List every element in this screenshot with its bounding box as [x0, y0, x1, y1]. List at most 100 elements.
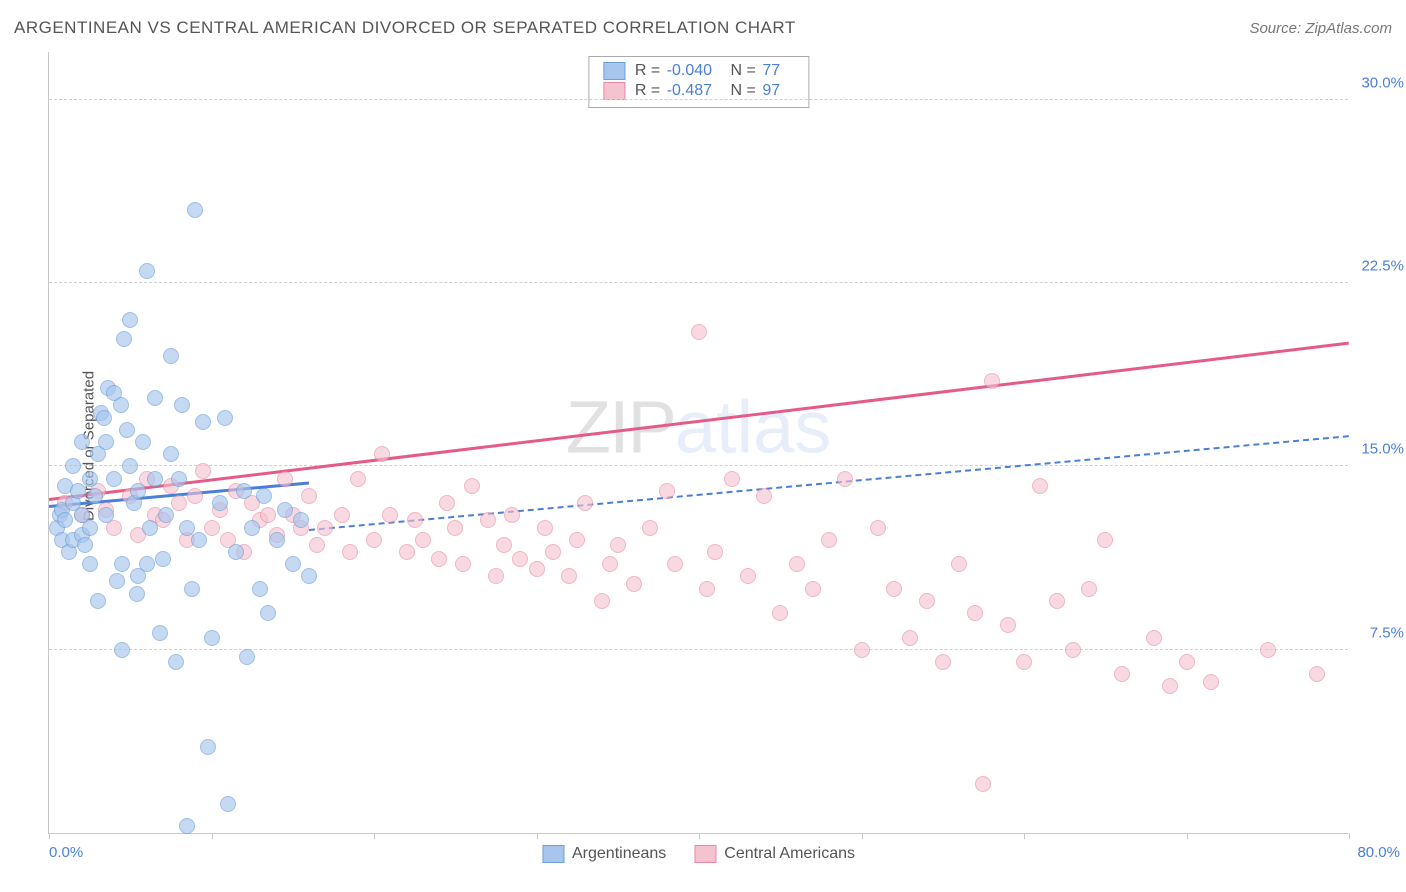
data-point: [114, 556, 130, 572]
data-point: [195, 463, 211, 479]
data-point: [1081, 581, 1097, 597]
data-point: [1146, 630, 1162, 646]
data-point: [139, 263, 155, 279]
data-point: [342, 544, 358, 560]
data-point: [116, 331, 132, 347]
chart-plot-area: ZIPatlas R = -0.040 N = 77 R = -0.487 N …: [48, 52, 1348, 834]
stats-r-label2: R =: [635, 82, 665, 99]
data-point: [236, 483, 252, 499]
data-point: [569, 532, 585, 548]
stats-box: R = -0.040 N = 77 R = -0.487 N = 97: [588, 56, 809, 108]
legend-label-arg: Argentineans: [572, 845, 666, 863]
x-tick: [212, 833, 213, 839]
data-point: [1162, 678, 1178, 694]
data-point: [147, 471, 163, 487]
data-point: [109, 573, 125, 589]
x-tick: [537, 833, 538, 839]
data-point: [464, 478, 480, 494]
grid-line: [49, 282, 1348, 283]
data-point: [772, 605, 788, 621]
data-point: [374, 446, 390, 462]
data-point: [171, 495, 187, 511]
data-point: [277, 502, 293, 518]
data-point: [217, 410, 233, 426]
data-point: [87, 488, 103, 504]
data-point: [1000, 617, 1016, 633]
data-point: [561, 568, 577, 584]
data-point: [220, 796, 236, 812]
trend-line: [49, 342, 1349, 501]
data-point: [122, 458, 138, 474]
data-point: [130, 483, 146, 499]
data-point: [90, 593, 106, 609]
data-point: [529, 561, 545, 577]
data-point: [789, 556, 805, 572]
grid-line: [49, 465, 1348, 466]
data-point: [902, 630, 918, 646]
grid-line: [49, 99, 1348, 100]
data-point: [260, 605, 276, 621]
data-point: [191, 532, 207, 548]
data-point: [350, 471, 366, 487]
x-max-label: 80.0%: [1357, 844, 1400, 861]
data-point: [152, 625, 168, 641]
data-point: [699, 581, 715, 597]
data-point: [260, 507, 276, 523]
data-point: [805, 581, 821, 597]
stats-r-cen: -0.487: [667, 82, 712, 99]
data-point: [174, 397, 190, 413]
data-point: [179, 520, 195, 536]
stats-r-label: R =: [635, 62, 665, 79]
data-point: [122, 312, 138, 328]
data-point: [382, 507, 398, 523]
data-point: [65, 458, 81, 474]
data-point: [334, 507, 350, 523]
data-point: [309, 537, 325, 553]
data-point: [366, 532, 382, 548]
data-point: [496, 537, 512, 553]
data-point: [195, 414, 211, 430]
data-point: [1049, 593, 1065, 609]
data-point: [187, 202, 203, 218]
data-point: [252, 581, 268, 597]
watermark: ZIPatlas: [566, 384, 831, 469]
data-point: [577, 495, 593, 511]
data-point: [399, 544, 415, 560]
data-point: [98, 507, 114, 523]
chart-title: ARGENTINEAN VS CENTRAL AMERICAN DIVORCED…: [14, 18, 796, 38]
data-point: [415, 532, 431, 548]
data-point: [707, 544, 723, 560]
x-tick: [374, 833, 375, 839]
data-point: [1097, 532, 1113, 548]
data-point: [301, 568, 317, 584]
data-point: [155, 551, 171, 567]
data-point: [512, 551, 528, 567]
stats-n-arg: 77: [762, 62, 780, 79]
data-point: [756, 488, 772, 504]
data-point: [256, 488, 272, 504]
legend-label-cen: Central Americans: [724, 845, 855, 863]
legend-argentineans: Argentineans: [542, 845, 666, 863]
stats-row-argentineans: R = -0.040 N = 77: [603, 61, 794, 81]
data-point: [1032, 478, 1048, 494]
data-point: [200, 739, 216, 755]
data-point: [439, 495, 455, 511]
data-point: [301, 488, 317, 504]
data-point: [447, 520, 463, 536]
x-tick: [699, 833, 700, 839]
chart-header: ARGENTINEAN VS CENTRAL AMERICAN DIVORCED…: [14, 18, 1392, 38]
x-tick: [1024, 833, 1025, 839]
data-point: [854, 642, 870, 658]
data-point: [239, 649, 255, 665]
data-point: [1260, 642, 1276, 658]
data-point: [1065, 642, 1081, 658]
data-point: [204, 630, 220, 646]
data-point: [204, 520, 220, 536]
data-point: [1016, 654, 1032, 670]
y-tick-label: 22.5%: [1361, 258, 1404, 275]
data-point: [70, 483, 86, 499]
data-point: [158, 507, 174, 523]
data-point: [96, 410, 112, 426]
data-point: [285, 556, 301, 572]
swatch-argentineans: [603, 62, 625, 80]
